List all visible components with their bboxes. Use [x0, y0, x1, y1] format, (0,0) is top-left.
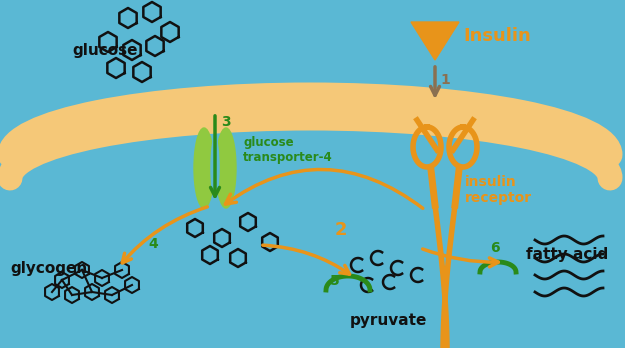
- Text: pyruvate: pyruvate: [349, 313, 427, 327]
- Ellipse shape: [211, 138, 219, 198]
- Text: 6: 6: [490, 241, 499, 255]
- Text: glucose
transporter-4: glucose transporter-4: [243, 136, 332, 164]
- Text: 4: 4: [148, 237, 158, 251]
- Text: 5: 5: [330, 274, 340, 288]
- Text: 2: 2: [335, 221, 348, 239]
- Ellipse shape: [216, 128, 236, 208]
- Text: 1: 1: [440, 73, 450, 87]
- Ellipse shape: [194, 128, 214, 208]
- Text: fatty acid: fatty acid: [526, 247, 608, 262]
- Text: glucose: glucose: [72, 42, 138, 57]
- Text: Insulin: Insulin: [463, 27, 531, 45]
- Text: glycogen: glycogen: [10, 261, 88, 276]
- Text: 3: 3: [221, 115, 231, 129]
- Text: insulin
receptor: insulin receptor: [465, 175, 532, 205]
- Polygon shape: [411, 22, 459, 60]
